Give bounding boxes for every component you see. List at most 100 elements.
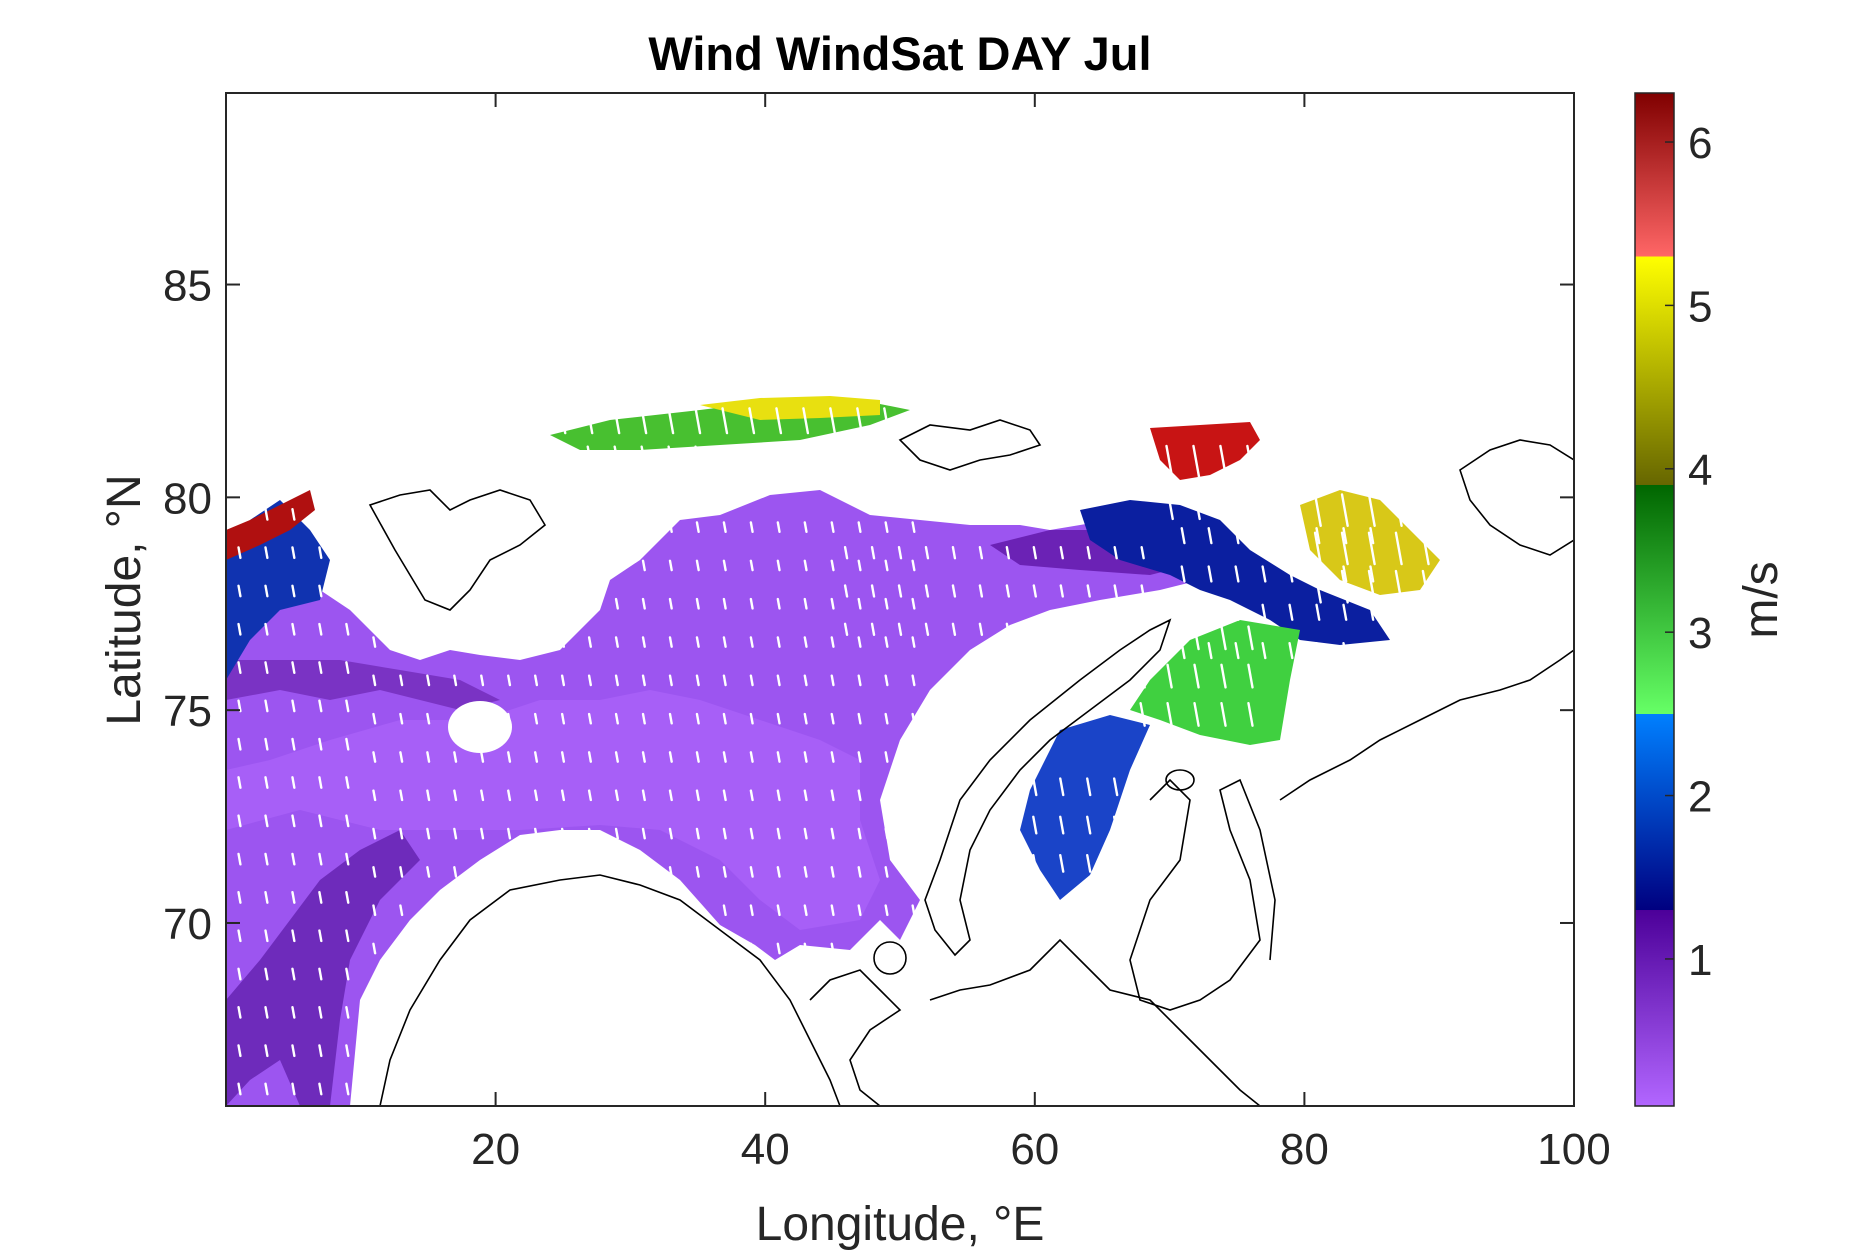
wind-vector-82 — [372, 866, 377, 878]
wind-vector-304 — [857, 636, 862, 648]
wind-vector-301 — [857, 751, 862, 763]
wind-vector-385 — [1166, 625, 1173, 651]
wind-vector-46 — [291, 546, 296, 560]
wind-vector-436 — [667, 407, 675, 435]
wind-vector-328 — [911, 636, 916, 648]
wind-vector-130 — [480, 866, 485, 878]
wind-vector-278 — [803, 712, 808, 725]
wind-vector-248 — [749, 942, 754, 955]
wind-vector-1 — [237, 1044, 242, 1058]
wind-vector-169 — [560, 751, 566, 763]
wind-vector-77 — [345, 584, 350, 598]
wind-vector-357 — [1059, 584, 1064, 598]
wind-vector-424 — [1369, 603, 1375, 621]
wind-vector-124 — [453, 636, 458, 648]
wind-vector-233 — [695, 597, 700, 610]
wind-vector-364 — [1113, 546, 1118, 560]
wind-vector-402 — [1207, 527, 1213, 545]
wind-vector-52 — [318, 929, 323, 943]
wind-vector-257 — [749, 597, 754, 610]
wind-vector-51 — [318, 967, 323, 981]
wind-vector-335 — [870, 622, 876, 636]
wind-vector-455 — [1313, 493, 1322, 527]
wind-vector-434 — [640, 407, 648, 435]
wind-vector-325 — [911, 751, 916, 763]
wind-vector-171 — [560, 674, 566, 687]
wind-vector-59 — [318, 661, 323, 675]
wind-vector-270 — [776, 559, 781, 572]
wind-vector-246 — [722, 559, 727, 572]
wind-vector-254 — [749, 712, 754, 725]
wind-vector-310 — [884, 866, 889, 878]
wind-vector-32 — [291, 1082, 296, 1096]
wind-vector-131 — [480, 827, 485, 840]
wind-vector-23 — [264, 814, 269, 828]
wind-vector-448 — [829, 407, 837, 435]
wind-vector-463 — [1394, 531, 1403, 566]
wind-vector-108 — [426, 789, 431, 802]
x-tick-label: 80 — [1280, 1125, 1329, 1174]
coastline-taymyr — [1279, 649, 1574, 801]
wind-vector-49 — [318, 1044, 323, 1058]
wind-vector-66 — [345, 1005, 350, 1019]
wind-vector-205 — [641, 751, 646, 763]
wind-vector-97 — [399, 751, 404, 763]
colorbar-gradient — [1634, 92, 1675, 1107]
wind-vector-72 — [345, 776, 350, 789]
wind-vector-255 — [749, 674, 754, 687]
wind-vector-221 — [668, 597, 673, 610]
wind-vector-194 — [614, 712, 619, 725]
wind-vector-245 — [722, 597, 727, 610]
wind-vector-423 — [1369, 641, 1375, 660]
wind-vector-395 — [1180, 641, 1186, 660]
wind-vector-422 — [1342, 527, 1348, 545]
wind-vector-287 — [830, 827, 835, 840]
wind-vector-311 — [884, 827, 889, 840]
wind-vector-441 — [748, 445, 756, 473]
wind-vector-249 — [749, 904, 754, 917]
wind-vector-340 — [897, 546, 903, 560]
wind-vector-12 — [237, 622, 242, 636]
wind-vector-353 — [1032, 622, 1037, 636]
x-tick-label: 60 — [1010, 1125, 1059, 1174]
wind-vector-262 — [776, 866, 781, 878]
wind-vector-377 — [1112, 853, 1119, 873]
wind-vector-388 — [1193, 625, 1200, 651]
wind-vector-56 — [318, 776, 323, 789]
wind-vector-260 — [776, 942, 781, 955]
wind-vector-452 — [883, 407, 890, 435]
wind-vector-392 — [1247, 701, 1254, 727]
wind-vector-345 — [951, 584, 957, 598]
wind-vector-466 — [1421, 531, 1430, 566]
wind-vector-159 — [534, 674, 539, 687]
wind-vector-308 — [884, 942, 889, 955]
wind-vector-329 — [911, 597, 916, 610]
wind-vector-346 — [951, 546, 957, 560]
wind-vector-93 — [399, 904, 404, 917]
wind-vector-34 — [291, 1005, 296, 1019]
y-tick-label: 70 — [163, 900, 212, 949]
wind-vector-151 — [507, 521, 512, 533]
wind-vector-39 — [291, 814, 296, 828]
no-data-hole-bear-island — [448, 701, 512, 753]
wind-vector-10 — [237, 699, 242, 713]
wind-vector-67 — [345, 967, 350, 981]
wind-vector-240 — [722, 789, 727, 802]
wind-vector-317 — [884, 597, 889, 610]
wind-vector-212 — [668, 942, 673, 955]
wind-vector-433 — [640, 445, 648, 473]
wind-vector-281 — [803, 597, 808, 610]
wind-vector-437 — [694, 445, 702, 473]
wind-vector-232 — [695, 636, 700, 648]
wind-vector-95 — [399, 827, 404, 840]
wind-vector-332 — [843, 622, 849, 636]
wind-vector-226 — [695, 866, 700, 878]
wind-vector-104 — [426, 942, 431, 955]
wind-vector-368 — [1032, 853, 1038, 873]
wind-vector-410 — [1261, 527, 1267, 545]
wind-vector-230 — [695, 712, 700, 725]
wind-vector-267 — [776, 674, 781, 687]
wind-vector-40 — [291, 776, 296, 789]
wind-vector-189 — [614, 904, 619, 917]
wind-vector-213 — [668, 904, 673, 917]
